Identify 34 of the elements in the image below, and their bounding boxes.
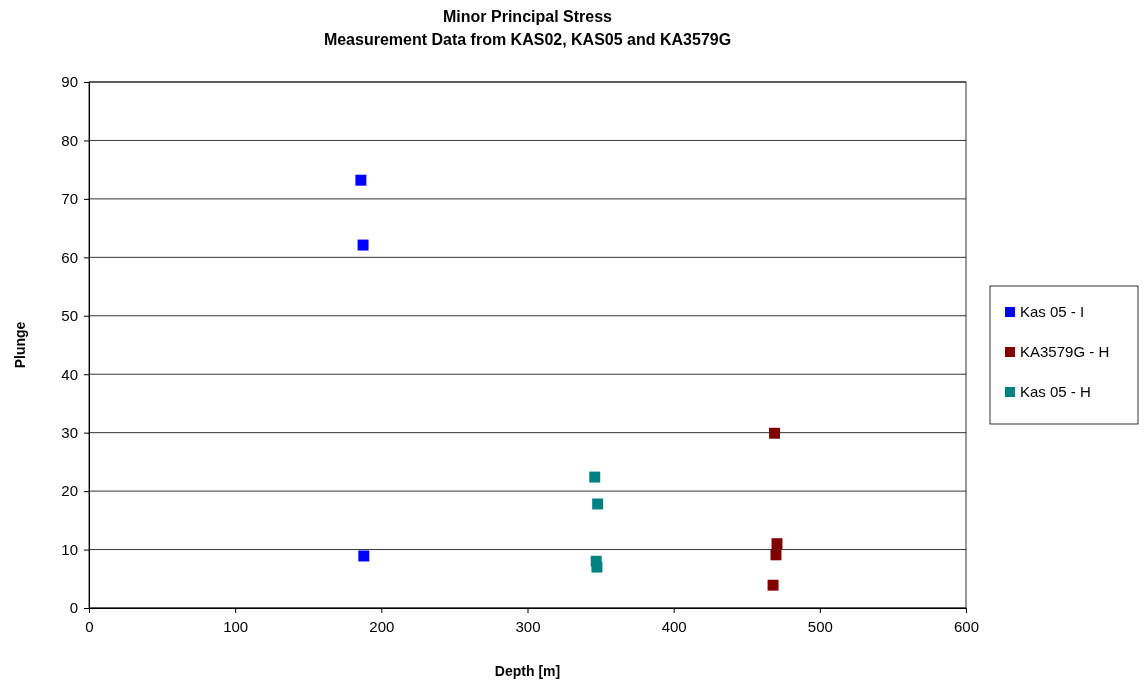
point xyxy=(771,538,783,550)
point xyxy=(357,239,369,251)
y-tick-label: 60 xyxy=(61,248,78,266)
y-tick-label: 80 xyxy=(61,131,78,149)
point xyxy=(769,427,780,439)
x-tick-label: 200 xyxy=(369,617,395,635)
y-tick-label: 10 xyxy=(61,540,78,558)
x-tick-label: 300 xyxy=(515,617,541,635)
legend-label: Kas 05 - I xyxy=(1020,303,1085,320)
x-tick-label: 600 xyxy=(953,617,980,635)
y-tick-label: 70 xyxy=(61,190,78,208)
point xyxy=(591,561,603,573)
y-tick-label: 20 xyxy=(61,482,78,500)
x-tick-label: 0 xyxy=(85,617,94,635)
point xyxy=(770,549,782,561)
y-tick-label: 50 xyxy=(61,307,78,325)
y-axis-title: Plunge xyxy=(12,321,28,369)
point xyxy=(589,471,601,483)
point xyxy=(592,498,604,510)
y-tick-label: 90 xyxy=(61,73,78,91)
x-axis-title: Depth [m] xyxy=(494,663,561,679)
y-tick-label: 0 xyxy=(69,599,78,617)
point xyxy=(358,550,370,562)
chart-title: Minor Principal Stress xyxy=(443,8,613,25)
chart-subtitle: Measurement Data from KAS02, KAS05 and KA3579G xyxy=(323,31,732,48)
y-tick-label: 30 xyxy=(61,423,78,441)
point xyxy=(767,579,779,591)
y-tick-label: 40 xyxy=(61,365,78,383)
legend-label: KA3579G - H xyxy=(1020,343,1110,360)
x-tick-label: 400 xyxy=(661,617,687,635)
point xyxy=(355,174,367,186)
x-tick-label: 500 xyxy=(807,617,833,635)
legend-label: Kas 05 - H xyxy=(1020,383,1091,400)
x-tick-label: 100 xyxy=(223,617,249,635)
